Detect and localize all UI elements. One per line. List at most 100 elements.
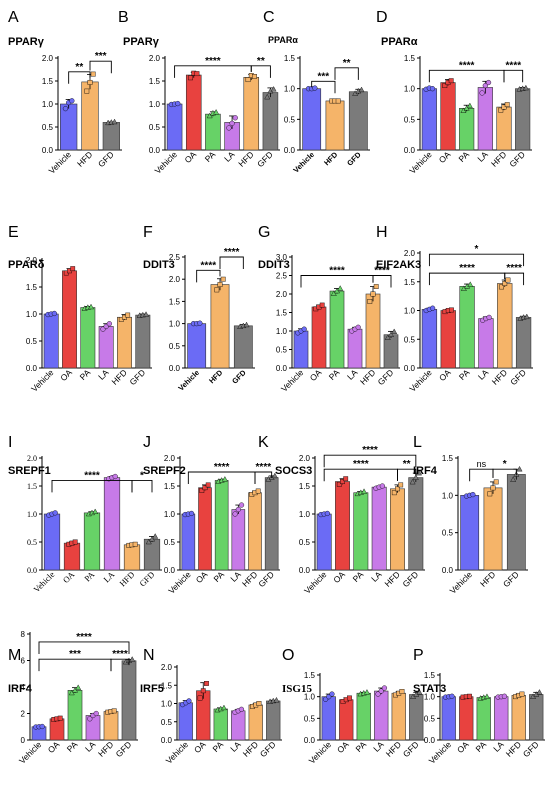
panel-letter: J: [143, 434, 151, 451]
data-point: [484, 693, 490, 699]
y-tick-label: 1.5: [404, 278, 416, 287]
significance-bracket: [131, 479, 153, 493]
x-tick-label: OA: [455, 739, 471, 755]
x-tick-label: HFD: [384, 739, 403, 758]
y-tick-label: 0.5: [26, 337, 38, 346]
gene-title: PPARγ: [8, 36, 45, 48]
data-point: [429, 86, 436, 92]
data-point: [206, 112, 213, 119]
x-tick-label: HFD: [75, 149, 94, 168]
x-tick-label: PA: [457, 367, 472, 382]
significance-label: ****: [506, 263, 522, 274]
data-point: [186, 698, 192, 704]
bar-vehicle: [43, 513, 61, 571]
gene-title: PPARδ: [8, 259, 45, 271]
y-tick-label: 0.5: [304, 714, 316, 723]
data-point: [204, 681, 209, 686]
significance-bracket: [110, 658, 130, 672]
y-tick-label: 1.5: [27, 482, 37, 491]
bar-gfd: [515, 88, 531, 151]
bar-oa: [339, 699, 354, 741]
y-tick-label: 0.5: [404, 115, 416, 124]
data-point: [217, 282, 223, 287]
data-point: [264, 93, 271, 100]
bar-pa: [205, 113, 221, 151]
significance-label: **: [75, 62, 83, 73]
significance-label: ****: [459, 263, 475, 274]
data-point: [132, 541, 138, 547]
bar-hfd: [210, 284, 230, 369]
y-tick-label: 1.0: [27, 510, 37, 519]
y-tick-label: 0.0: [149, 146, 161, 155]
y-tick-label: 0.5: [442, 529, 454, 538]
significance-label: **: [403, 459, 411, 470]
y-tick-label: 0.5: [299, 538, 311, 547]
bar-vehicle: [293, 330, 309, 369]
data-point: [229, 120, 235, 126]
data-point: [220, 276, 226, 282]
data-point: [379, 483, 385, 489]
data-point: [505, 277, 511, 283]
bar-hfd: [248, 704, 263, 741]
y-tick-label: 2.0: [404, 249, 416, 258]
data-point: [188, 510, 195, 517]
y-tick-label: 0.0: [404, 364, 416, 373]
y-tick-label: 0.0: [161, 736, 173, 745]
data-point: [87, 79, 93, 85]
y-tick-label: 1.5: [169, 297, 181, 306]
gene-title: STAT3: [413, 683, 446, 695]
bar-hfd: [391, 692, 406, 741]
data-point: [319, 302, 325, 308]
gene-title: PPARα: [268, 35, 298, 45]
data-point: [490, 485, 496, 491]
bar-la: [494, 696, 509, 741]
gene-title: PPARα: [381, 36, 418, 48]
data-point: [343, 476, 349, 482]
data-point: [301, 326, 307, 332]
gene-title: SREPF2: [143, 465, 186, 477]
x-tick-label: GFD: [401, 739, 421, 759]
data-point: [479, 90, 485, 96]
bar-la: [103, 477, 121, 571]
data-point: [347, 695, 352, 701]
significance-label: ****: [224, 247, 240, 258]
bar-gfd: [262, 92, 279, 151]
gene-title: DDIT3: [258, 259, 290, 271]
bar-hfd: [243, 77, 260, 151]
bar-la: [371, 486, 387, 571]
bar-pa: [476, 697, 491, 741]
bar-pa: [80, 307, 96, 369]
data-point: [470, 491, 476, 498]
y-tick-label: 3.0: [276, 253, 288, 262]
bar-gfd: [408, 477, 424, 571]
significance-bracket: [334, 67, 359, 80]
data-point: [466, 102, 473, 109]
significance-label: ****: [506, 60, 522, 71]
y-tick-label: 1.0: [424, 693, 436, 702]
y-tick-label: 2: [21, 710, 26, 719]
data-point: [373, 284, 379, 289]
data-point: [523, 313, 530, 320]
x-tick-label: HFD: [322, 150, 340, 168]
x-tick-label: HFD: [207, 368, 225, 386]
x-tick-label: HFD: [504, 739, 523, 758]
data-point: [175, 100, 181, 107]
data-point: [88, 303, 94, 310]
x-tick-label: OA: [437, 149, 453, 165]
bar-oa: [440, 82, 456, 151]
data-point: [68, 689, 75, 696]
bar-hfd: [390, 488, 405, 571]
panel-letter: A: [8, 9, 19, 26]
significance-bracket: [428, 69, 505, 83]
panel-letter: B: [118, 9, 129, 26]
significance-bracket: [68, 71, 91, 84]
y-tick-label: 0.0: [304, 736, 316, 745]
y-tick-label: 2.0: [164, 454, 176, 463]
data-point: [202, 485, 208, 491]
y-tick-label: 1.0: [404, 85, 416, 94]
y-tick-label: 1.5: [299, 482, 311, 491]
